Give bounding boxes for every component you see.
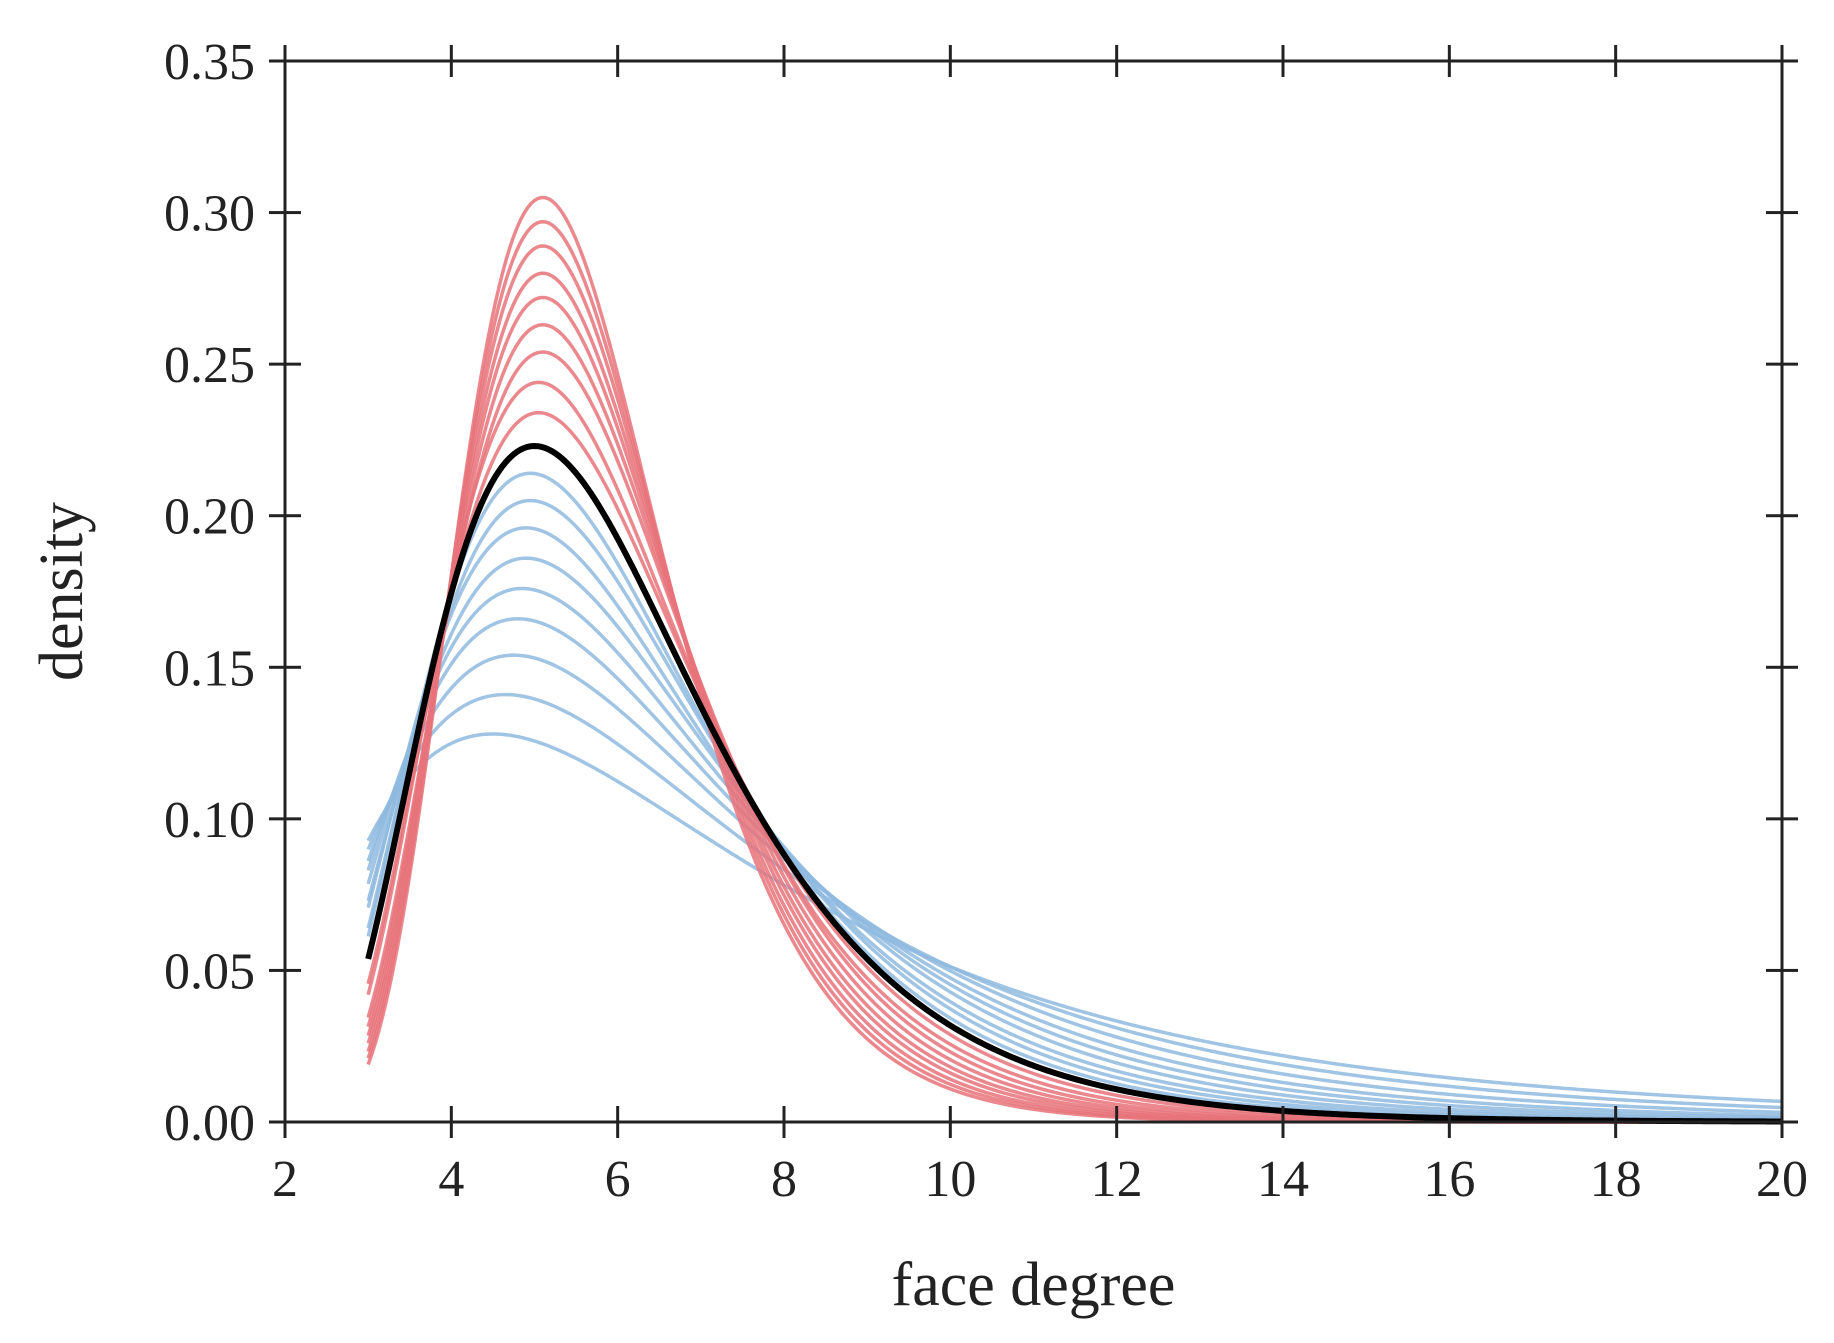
x-tick-label: 12 <box>1091 1151 1143 1208</box>
curves-group <box>365 195 1783 1125</box>
y-tick-label: 0.15 <box>164 640 255 697</box>
blue-density-curve <box>366 498 1783 1123</box>
y-tick-label: 0.05 <box>164 943 255 1000</box>
blue-density-curve <box>366 732 1783 1104</box>
red-density-curve <box>366 244 1782 1124</box>
x-tick-label: 16 <box>1423 1151 1475 1208</box>
x-tick-label: 8 <box>771 1151 797 1208</box>
red-density-curve <box>366 271 1782 1124</box>
y-tick-label: 0.10 <box>164 792 255 849</box>
x-axis-label: face degree <box>892 1251 1176 1319</box>
x-tick-label: 20 <box>1756 1151 1808 1208</box>
black-density-curve <box>365 442 1783 1125</box>
x-tick-label: 14 <box>1257 1151 1309 1208</box>
blue-density-curve <box>366 692 1783 1110</box>
red-density-curve <box>366 350 1783 1124</box>
red-density-curve <box>366 295 1782 1124</box>
y-axis-ticks: 0.00 0.05 0.10 0.15 0.20 0.25 0.30 0.35 <box>164 34 1798 1152</box>
blue-density-curve <box>366 556 1783 1121</box>
x-tick-label: 10 <box>924 1151 976 1208</box>
x-axis-ticks: 2 4 6 8 10 12 14 16 18 20 <box>272 45 1808 1208</box>
blue-density-curve <box>366 526 1783 1122</box>
x-tick-label: 6 <box>605 1151 631 1208</box>
blue-density-curve <box>366 653 1783 1115</box>
plot-frame <box>283 59 1784 1124</box>
y-tick-label: 0.35 <box>164 34 255 91</box>
y-tick-label: 0.20 <box>164 489 255 546</box>
x-tick-label: 18 <box>1590 1151 1642 1208</box>
y-tick-label: 0.00 <box>164 1095 255 1152</box>
blue-density-curve <box>366 617 1783 1118</box>
y-axis-label: density <box>28 502 96 681</box>
x-tick-label: 2 <box>272 1151 298 1208</box>
y-tick-label: 0.25 <box>164 337 255 394</box>
y-tick-label: 0.30 <box>164 186 255 243</box>
x-tick-label: 4 <box>438 1151 464 1208</box>
blue-density-curve <box>366 586 1783 1120</box>
